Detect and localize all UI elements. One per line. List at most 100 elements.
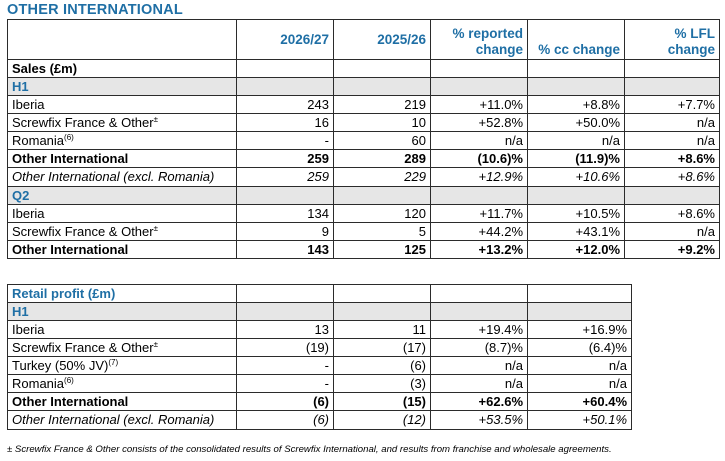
value-cell: +12.9% <box>430 167 528 187</box>
col-cc-change: % cc change <box>527 19 625 60</box>
value-cell: +10.6% <box>527 167 625 187</box>
value-cell: 120 <box>333 204 431 223</box>
value-cell: +10.5% <box>527 204 625 223</box>
row-label: Iberia <box>7 95 237 114</box>
value-cell: +8.6% <box>624 167 720 187</box>
value-cell: n/a <box>527 374 632 393</box>
row-label-text: Romania <box>12 376 65 391</box>
value-cell: n/a <box>527 131 625 150</box>
value-cell: +13.2% <box>430 240 528 259</box>
value-cell: +50.0% <box>527 113 625 132</box>
row-label: Other International <box>7 149 237 168</box>
row-label-text: Turkey (50% JV) <box>12 358 109 373</box>
row-label: Other International <box>7 392 237 411</box>
row-label-text: Other International (excl. Romania) <box>12 412 215 427</box>
row-label-text: Screwfix France & Other <box>12 224 154 239</box>
footnote-marker: ± <box>153 224 158 233</box>
value-cell: (6) <box>236 410 334 430</box>
value-cell: (12) <box>333 410 431 430</box>
footnote-marker: (6) <box>64 376 74 385</box>
value-cell: - <box>236 356 334 375</box>
value-cell: +53.5% <box>430 410 528 430</box>
value-cell: 219 <box>333 95 431 114</box>
sales-caption: Sales (£m) <box>7 59 237 78</box>
value-cell: (6.4)% <box>527 338 632 357</box>
row-label: Screwfix France & Other± <box>7 222 237 241</box>
table-row: Screwfix France & Other± 9 5 +44.2% +43.1% n/… <box>7 222 720 241</box>
sales-caption-row: Sales (£m) <box>7 59 720 78</box>
value-cell: (19) <box>236 338 334 357</box>
row-label-text: Iberia <box>12 97 45 112</box>
value-cell: 60 <box>333 131 431 150</box>
value-cell: 259 <box>236 167 334 187</box>
value-cell: 143 <box>236 240 334 259</box>
row-label: Other International <box>7 240 237 259</box>
table-row: Iberia 134 120 +11.7% +10.5% +8.6% <box>7 204 720 223</box>
value-cell: (11.9)% <box>527 149 625 168</box>
retail-profit-table: Retail profit (£m) H1 Iberia 13 11 +19.4% +1… <box>7 284 632 430</box>
value-cell: (15) <box>333 392 431 411</box>
footnote-marker: (6) <box>64 133 74 142</box>
value-cell: 289 <box>333 149 431 168</box>
value-cell: +11.7% <box>430 204 528 223</box>
sales-header-row: 2026/27 2025/26 % reported change % cc c… <box>7 19 720 60</box>
value-cell: 5 <box>333 222 431 241</box>
table-row: Screwfix France & Other± 16 10 +52.8% +50.0%… <box>7 113 720 132</box>
value-cell: 10 <box>333 113 431 132</box>
row-label: Turkey (50% JV)(7) <box>7 356 237 375</box>
value-cell: 243 <box>236 95 334 114</box>
table-row: Turkey (50% JV)(7) - (6) n/a n/a <box>7 356 632 375</box>
sales-table: 2026/27 2025/26 % reported change % cc c… <box>7 19 720 259</box>
value-cell: +19.4% <box>430 320 528 339</box>
table-row: Romania(6) - (3) n/a n/a <box>7 374 632 393</box>
row-label-text: Iberia <box>12 206 45 221</box>
row-label: Romania(6) <box>7 374 237 393</box>
table-row: Other International 143 125 +13.2% +12.0% +9.… <box>7 240 720 259</box>
table-row: Other International (excl. Romania) 259 22… <box>7 167 720 187</box>
table-row: Iberia 13 11 +19.4% +16.9% <box>7 320 632 339</box>
row-label: Other International (excl. Romania) <box>7 410 237 430</box>
value-cell: (3) <box>333 374 431 393</box>
value-cell: +8.6% <box>624 204 720 223</box>
value-cell: - <box>236 131 334 150</box>
sales-q2-label: Q2 <box>7 186 237 205</box>
value-cell: n/a <box>527 356 632 375</box>
profit-caption-row: Retail profit (£m) <box>7 284 632 303</box>
value-cell: +44.2% <box>430 222 528 241</box>
row-label-text: Screwfix France & Other <box>12 115 154 130</box>
table-row: Screwfix France & Other± (19) (17) (8.7)% (6… <box>7 338 632 357</box>
value-cell: n/a <box>430 131 528 150</box>
row-label: Romania(6) <box>7 131 237 150</box>
section-title: OTHER INTERNATIONAL <box>7 2 183 18</box>
row-label-text: Other International (excl. Romania) <box>12 169 215 184</box>
value-cell: n/a <box>624 131 720 150</box>
row-label-text: Other International <box>12 242 129 257</box>
profit-h1-section-row: H1 <box>7 302 632 321</box>
value-cell: +52.8% <box>430 113 528 132</box>
value-cell: n/a <box>624 222 720 241</box>
table-row: Other International 259 289 (10.6)% (11.9)% +… <box>7 149 720 168</box>
row-label: Screwfix France & Other± <box>7 113 237 132</box>
value-cell: (17) <box>333 338 431 357</box>
value-cell: (6) <box>333 356 431 375</box>
row-label-text: Romania <box>12 133 65 148</box>
footnote-marker: (7) <box>108 358 119 367</box>
col-2026-27: 2026/27 <box>236 19 334 60</box>
value-cell: +62.6% <box>430 392 528 411</box>
sales-h1-section-row: H1 <box>7 77 720 96</box>
sales-q2-section-row: Q2 <box>7 186 720 205</box>
value-cell: +12.0% <box>527 240 625 259</box>
row-label-text: Other International <box>12 151 129 166</box>
table-row: Other International (6) (15) +62.6% +60.4% <box>7 392 632 411</box>
row-label: Other International (excl. Romania) <box>7 167 237 187</box>
value-cell: (10.6)% <box>430 149 528 168</box>
value-cell: +8.6% <box>624 149 720 168</box>
row-label: Iberia <box>7 204 237 223</box>
value-cell: 125 <box>333 240 431 259</box>
row-label: Screwfix France & Other± <box>7 338 237 357</box>
value-cell: 134 <box>236 204 334 223</box>
value-cell: (6) <box>236 392 334 411</box>
row-label: Iberia <box>7 320 237 339</box>
value-cell: +8.8% <box>527 95 625 114</box>
sales-h1-label: H1 <box>7 77 237 96</box>
